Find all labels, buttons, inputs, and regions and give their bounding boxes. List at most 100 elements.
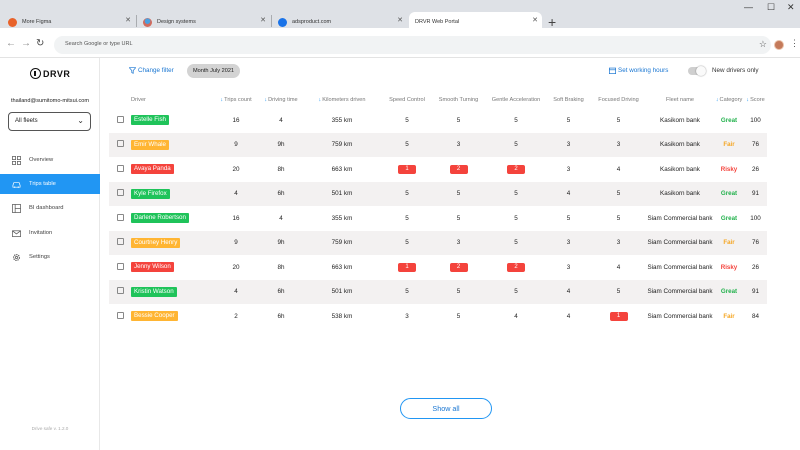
sidebar-item-settings[interactable]: Settings bbox=[0, 247, 100, 267]
driver-name-tag[interactable]: Darlene Robertson bbox=[131, 213, 189, 224]
browser-tab[interactable]: Design systems ✕ bbox=[137, 12, 270, 32]
driver-name-tag[interactable]: Courtney Henry bbox=[131, 237, 181, 248]
row-checkbox[interactable] bbox=[116, 164, 124, 172]
driver-name-tag[interactable]: Jenny Wilson bbox=[131, 262, 174, 273]
row-checkbox[interactable] bbox=[116, 140, 124, 148]
calendar-icon bbox=[609, 67, 616, 74]
close-tab-icon[interactable]: ✕ bbox=[125, 17, 131, 24]
minimize-icon[interactable]: — bbox=[744, 2, 753, 12]
maximize-icon[interactable]: ☐ bbox=[767, 2, 776, 12]
browser-menu-icon[interactable]: ⋮ bbox=[790, 38, 799, 48]
browser-tab[interactable]: More Figma ✕ bbox=[2, 12, 135, 32]
globe-favicon-icon bbox=[278, 17, 287, 27]
row-checkbox[interactable] bbox=[116, 238, 124, 246]
user-email: thailand@sumitomo-mitsui.com bbox=[10, 98, 90, 104]
new-tab-icon[interactable]: + bbox=[548, 14, 557, 30]
driving-time-column-header[interactable]: ↓Driving time bbox=[261, 92, 301, 108]
sidebar-item-label: BI dashboard bbox=[29, 205, 64, 211]
close-tab-icon[interactable]: ✕ bbox=[532, 17, 538, 24]
toggle-knob bbox=[696, 66, 706, 76]
sidebar-item-invitation[interactable]: Invitation bbox=[0, 223, 100, 243]
table-row[interactable]: Jenny Wilson 20 8h 663 km 1 2 2 3 4 Siam Commerci… bbox=[109, 255, 767, 280]
focused-driving-column-header[interactable]: Focused Driving bbox=[598, 97, 639, 103]
profile-avatar[interactable] bbox=[774, 40, 784, 50]
table-row[interactable]: Kyle Firefox 4 6h 501 km 5 5 5 4 5 Kasikorn bank G… bbox=[109, 181, 767, 206]
app-version: Drive safe v. 1.2.0 bbox=[31, 426, 69, 431]
row-checkbox[interactable] bbox=[116, 262, 124, 270]
sidebar-item-trips-table[interactable]: Trips table bbox=[0, 174, 100, 194]
grid-icon bbox=[12, 155, 21, 165]
gentle-score-cell: 4 bbox=[514, 312, 518, 320]
fleet-name-cell: Siam Commercial bank bbox=[647, 214, 713, 222]
gentle-score-cell: 5 bbox=[486, 132, 546, 157]
row-checkbox[interactable] bbox=[116, 115, 124, 123]
bookmark-star-icon[interactable]: ☆ bbox=[758, 39, 767, 49]
category-label: Risky bbox=[720, 165, 738, 173]
row-checkbox[interactable] bbox=[116, 311, 124, 319]
new-drivers-toggle[interactable] bbox=[688, 66, 706, 76]
driver-name-tag[interactable]: Kyle Firefox bbox=[131, 188, 170, 199]
table-row[interactable]: Avaya Panda 20 8h 663 km 1 2 2 3 4 Kasikorn bank R… bbox=[109, 157, 767, 182]
table-row[interactable]: Estelle Fish 16 4 355 km 5 5 5 5 5 Kasikorn bank G… bbox=[109, 108, 767, 133]
focused-score-cell: 4 bbox=[616, 165, 621, 173]
driver-name-tag[interactable]: Estelle Fish bbox=[131, 115, 169, 126]
driver-name-tag[interactable]: Avaya Panda bbox=[131, 164, 174, 175]
trips-count-column-header[interactable]: ↓Trips count bbox=[211, 92, 261, 108]
sidebar-item-bi-dashboard[interactable]: BI dashboard bbox=[0, 198, 100, 218]
gentle-score-cell: 5 bbox=[514, 116, 518, 124]
table-row[interactable]: Emir Whale 9 9h 759 km 5 3 5 3 3 Kasikorn bank Fai… bbox=[109, 132, 767, 157]
driver-cell: Darlene Robertson bbox=[131, 206, 211, 231]
row-checkbox[interactable] bbox=[116, 287, 124, 295]
category-cell: Risky bbox=[714, 157, 744, 182]
gentle-acceleration-column-header[interactable]: Gentle Acceleration bbox=[491, 97, 541, 103]
row-checkbox[interactable] bbox=[116, 213, 124, 221]
browser-tab[interactable]: adsproduct.com ✕ bbox=[272, 12, 407, 32]
table-row[interactable]: Darlene Robertson 16 4 355 km 5 5 5 5 5 Siam Comm… bbox=[109, 206, 767, 231]
fleet-select[interactable]: All fleets ⌄ bbox=[8, 112, 91, 131]
table-row[interactable]: Bessie Cooper 2 6h 538 km 3 5 4 4 1 Siam Commerci… bbox=[109, 304, 767, 329]
soft-braking-column-header[interactable]: Soft Braking bbox=[553, 97, 584, 103]
speed-score-cell: 5 bbox=[383, 279, 431, 304]
reload-icon[interactable]: ↻ bbox=[36, 38, 45, 49]
category-column-header[interactable]: ↓Category bbox=[714, 92, 744, 108]
driver-cell: Courtney Henry bbox=[131, 230, 211, 255]
forward-icon[interactable]: → bbox=[21, 38, 31, 49]
back-icon[interactable]: ← bbox=[6, 38, 16, 49]
score-column-header[interactable]: ↓Score bbox=[744, 92, 767, 108]
table-row[interactable]: Courtney Henry 9 9h 759 km 5 3 5 3 3 Siam Commerc… bbox=[109, 230, 767, 255]
speed-control-column-header[interactable]: Speed Control bbox=[389, 97, 425, 103]
low-score-badge: 1 bbox=[609, 311, 628, 321]
set-working-hours-link[interactable]: Set working hours bbox=[609, 67, 668, 74]
window-close-icon[interactable]: ✕ bbox=[787, 2, 795, 12]
close-tab-icon[interactable]: ✕ bbox=[397, 17, 403, 24]
category-cell: Great bbox=[714, 108, 744, 133]
smooth-score-cell: 2 bbox=[431, 255, 486, 280]
change-filter-link[interactable]: Change filter bbox=[129, 67, 174, 74]
km-column-header[interactable]: ↓Kilometers driven bbox=[301, 92, 383, 108]
speed-score-cell: 3 bbox=[405, 312, 409, 320]
driver-name-tag[interactable]: Kristin Watson bbox=[131, 286, 177, 297]
soft-score-cell: 3 bbox=[566, 165, 571, 173]
driver-name-tag[interactable]: Bessie Cooper bbox=[131, 311, 178, 322]
close-tab-icon[interactable]: ✕ bbox=[260, 17, 266, 24]
driving-time-cell: 6h bbox=[261, 181, 301, 206]
row-checkbox[interactable] bbox=[116, 189, 124, 197]
sidebar-item-overview[interactable]: Overview bbox=[0, 150, 100, 170]
km-cell: 355 km bbox=[331, 214, 353, 222]
trips-count-cell: 4 bbox=[211, 279, 261, 304]
browser-tab-active[interactable]: DRVR Web Portal ✕ bbox=[409, 12, 542, 32]
driver-name-tag[interactable]: Emir Whale bbox=[131, 139, 169, 150]
category-cell: Fair bbox=[714, 304, 744, 329]
table-row[interactable]: Kristin Watson 4 6h 501 km 5 5 5 4 5 Siam Commerc… bbox=[109, 279, 767, 304]
low-score-badge: 1 bbox=[398, 164, 416, 174]
month-filter-chip[interactable]: Month July 2021 bbox=[187, 64, 241, 78]
brand-name: DRVR bbox=[43, 68, 71, 79]
address-bar[interactable]: Search Google or type URL ☆ bbox=[54, 36, 771, 54]
smooth-score-cell: 5 bbox=[456, 116, 461, 124]
category-label: Fair bbox=[723, 312, 735, 320]
km-cell: 501 km bbox=[301, 181, 383, 206]
driver-column-header[interactable]: Driver bbox=[131, 97, 146, 103]
smooth-turning-column-header[interactable]: Smooth Turning bbox=[438, 97, 479, 103]
show-all-button[interactable]: Show all bbox=[400, 398, 492, 419]
fleet-name-column-header[interactable]: Fleet name bbox=[666, 97, 694, 103]
